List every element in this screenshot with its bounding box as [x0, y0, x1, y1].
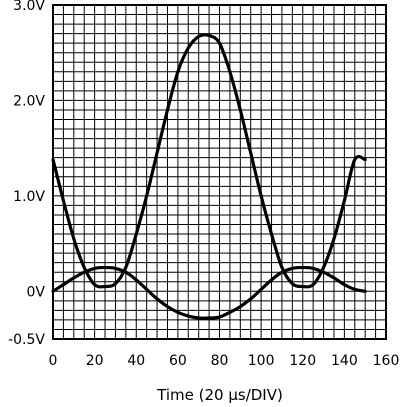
y-tick-label: 1.0V	[13, 189, 45, 205]
x-axis-label: Time (20 µs/DIV)	[156, 386, 283, 404]
x-tick-label: 0	[49, 353, 58, 369]
y-tick-label: 3.0V	[13, 0, 45, 14]
x-tick-label: 40	[127, 353, 145, 369]
x-tick-label: 160	[373, 353, 400, 369]
y-tick-label: 2.0V	[13, 93, 45, 109]
traces	[51, 33, 367, 320]
x-tick-label: 100	[248, 353, 275, 369]
x-tick-label: 80	[211, 353, 229, 369]
x-tick-labels: 0 20 40 60 80 100 120 140 160	[49, 353, 400, 369]
series-line-1	[51, 33, 367, 289]
x-tick-label: 140	[331, 353, 358, 369]
y-tick-labels: 3.0V 2.0V 1.0V 0V -0.5V	[8, 0, 45, 348]
x-tick-label: 20	[86, 353, 104, 369]
series-line-2	[51, 265, 367, 320]
plot-frame	[52, 4, 387, 340]
grid	[53, 5, 386, 339]
y-tick-label: 0V	[27, 284, 46, 300]
x-tick-label: 60	[169, 353, 187, 369]
y-tick-label: -0.5V	[8, 332, 45, 348]
x-tick-label: 120	[289, 353, 316, 369]
